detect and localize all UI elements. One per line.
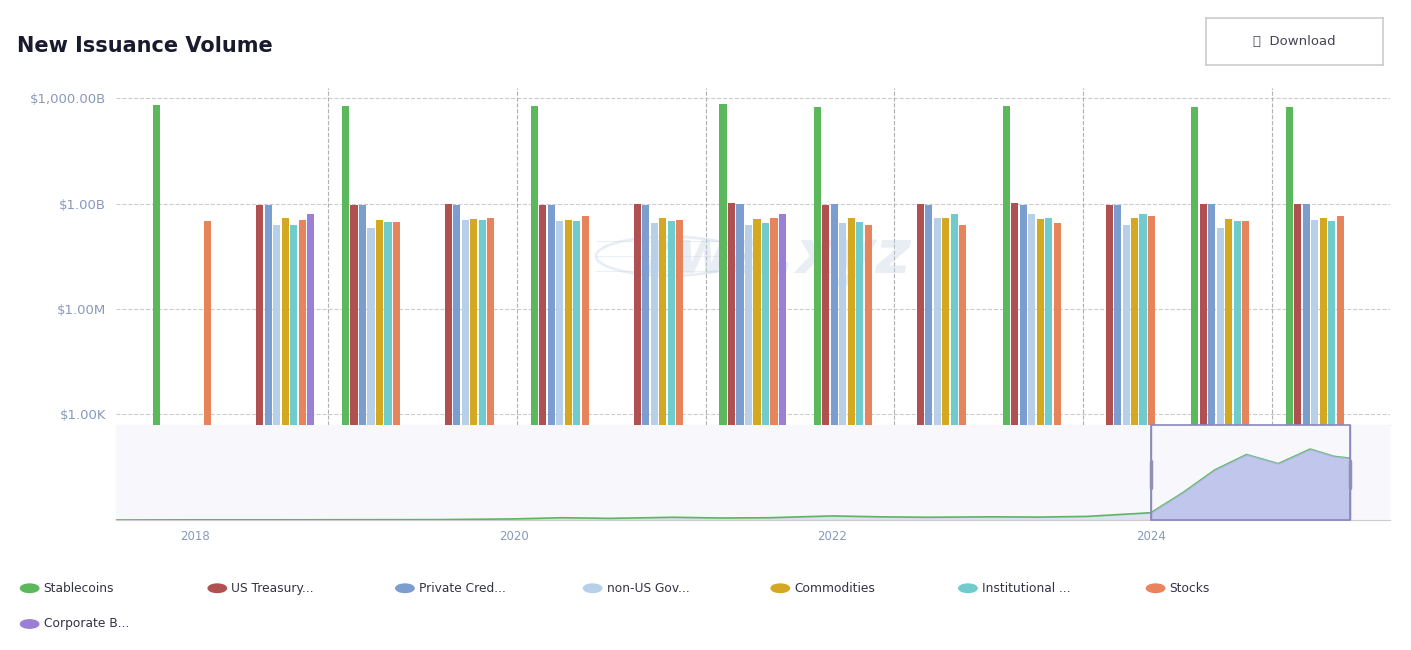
Bar	[1302, 204, 1309, 650]
Bar	[779, 214, 786, 650]
Bar	[1191, 107, 1198, 650]
Bar	[676, 220, 683, 650]
Bar	[1336, 216, 1343, 650]
Bar	[865, 225, 872, 650]
Bar	[650, 223, 658, 650]
Bar	[392, 222, 401, 650]
Bar	[959, 225, 967, 650]
Bar	[1294, 204, 1301, 650]
Bar	[1233, 221, 1240, 650]
Bar	[531, 105, 538, 650]
Bar	[770, 218, 777, 650]
Bar	[581, 216, 588, 650]
Bar	[926, 205, 933, 650]
Bar	[823, 205, 830, 650]
Bar	[375, 220, 382, 650]
Bar	[1037, 218, 1044, 650]
Bar	[840, 223, 847, 650]
Bar	[1199, 204, 1206, 650]
Bar	[453, 205, 460, 650]
Bar	[299, 220, 306, 650]
Bar	[384, 222, 391, 650]
Bar	[1149, 216, 1156, 650]
Bar	[367, 228, 374, 650]
Bar	[1115, 205, 1122, 650]
Bar	[917, 205, 924, 650]
Bar	[265, 205, 272, 650]
Bar	[1003, 106, 1010, 650]
Bar	[728, 203, 735, 650]
Bar	[1105, 205, 1113, 650]
Text: non-US Gov...: non-US Gov...	[607, 582, 690, 595]
Bar	[943, 218, 950, 650]
Bar	[831, 204, 838, 650]
Bar	[1012, 203, 1019, 650]
Bar	[547, 205, 555, 650]
Bar	[1242, 221, 1250, 650]
Text: Private Cred...: Private Cred...	[419, 582, 507, 595]
Bar	[274, 225, 281, 650]
Bar	[487, 218, 494, 650]
Text: New Issuance Volume: New Issuance Volume	[17, 36, 272, 56]
Text: Corporate B...: Corporate B...	[44, 618, 130, 630]
Bar	[1225, 218, 1232, 650]
Bar	[1132, 218, 1139, 650]
Bar	[282, 218, 289, 650]
Bar	[737, 204, 744, 650]
Text: Stocks: Stocks	[1170, 582, 1211, 595]
Bar	[1046, 218, 1053, 650]
Text: rwa.xyz: rwa.xyz	[645, 227, 912, 285]
Bar	[667, 221, 674, 650]
Text: Commodities: Commodities	[794, 582, 875, 595]
Bar	[444, 204, 452, 650]
Bar	[1029, 214, 1036, 650]
Bar	[1328, 221, 1335, 650]
Bar	[642, 205, 649, 650]
Bar	[539, 205, 546, 650]
Bar	[848, 218, 855, 650]
Bar	[350, 205, 357, 650]
Bar	[308, 214, 315, 650]
Bar	[720, 104, 727, 650]
Bar	[205, 221, 212, 650]
Bar	[934, 218, 941, 650]
Bar	[1020, 205, 1027, 650]
Bar	[1285, 107, 1292, 650]
Bar	[1123, 225, 1130, 650]
Bar	[814, 107, 821, 650]
Bar	[154, 105, 161, 650]
Bar	[1140, 214, 1147, 650]
Bar	[470, 219, 477, 650]
Bar	[951, 214, 958, 650]
Bar	[659, 218, 666, 650]
Bar	[564, 220, 571, 650]
Bar	[461, 220, 468, 650]
Bar	[358, 205, 365, 650]
Bar	[634, 204, 641, 650]
Bar	[478, 220, 485, 650]
Bar	[341, 107, 349, 650]
Text: Institutional ...: Institutional ...	[982, 582, 1071, 595]
Bar	[1208, 204, 1215, 650]
Text: ⤓  Download: ⤓ Download	[1253, 35, 1336, 48]
Text: Stablecoins: Stablecoins	[44, 582, 114, 595]
Bar	[745, 225, 752, 650]
Bar	[573, 221, 580, 650]
Bar	[255, 205, 264, 650]
Bar	[1216, 228, 1223, 650]
Bar	[291, 225, 298, 650]
Bar	[556, 221, 563, 650]
Bar	[1311, 220, 1318, 650]
Text: US Treasury...: US Treasury...	[231, 582, 315, 595]
Bar	[762, 223, 769, 650]
Bar	[1319, 218, 1326, 650]
Bar	[856, 222, 864, 650]
Bar	[753, 219, 761, 650]
Bar	[1054, 223, 1061, 650]
Bar	[1151, 424, 1350, 520]
